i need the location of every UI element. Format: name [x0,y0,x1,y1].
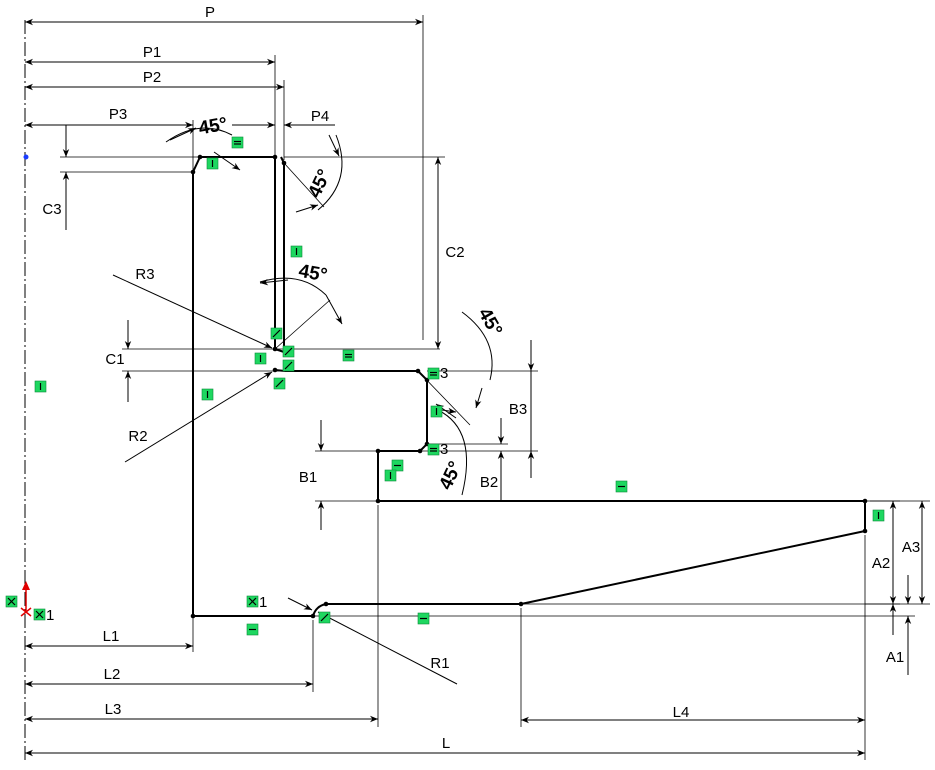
dim-B2[interactable]: B2 [420,418,538,501]
dim-B1[interactable]: B1 [299,420,378,530]
vertical-relation-icon[interactable] [430,405,443,418]
dim-L1[interactable]: L1 [25,616,194,652]
equal-relation-count: 3 [440,441,448,458]
horizontal-relation-icon[interactable] [342,349,355,362]
dim-C3-label[interactable]: C3 [42,201,61,218]
dim-C2-label[interactable]: C2 [445,244,464,261]
dim-A3-label[interactable]: A3 [902,539,920,556]
dim-C2[interactable]: C2 [284,156,465,349]
sketch-vertices [190,154,868,619]
dim-C1[interactable]: C1 [105,320,440,402]
dim-L2[interactable]: L2 [25,620,314,692]
dim-P2-label[interactable]: P2 [143,69,161,86]
dim-A1-label[interactable]: A1 [886,649,904,666]
angle-top-chamfer-label[interactable]: 45° [197,114,229,140]
vertical-relation-icon[interactable] [290,245,303,258]
dim-P-label[interactable]: P [205,4,215,21]
dim-L4-label[interactable]: L4 [673,704,690,721]
dim-R3-label[interactable]: R3 [135,266,154,283]
dim-P4[interactable]: P4 [232,108,335,129]
equal-relation-icon[interactable] [427,367,440,380]
dim-L3-label[interactable]: L3 [105,701,122,718]
dim-L-label[interactable]: L [442,735,450,752]
horizontal-relation-icon[interactable] [246,623,259,636]
vertical-relation-icon[interactable] [254,352,267,365]
horizontal-relation-icon[interactable] [615,480,628,493]
dim-C3[interactable]: C3 [42,125,200,230]
tangent-relation-icon[interactable] [282,345,295,358]
dim-R2-label[interactable]: R2 [128,428,147,445]
sketch-profile[interactable] [192,156,866,617]
dim-R3[interactable]: R3 [112,266,273,349]
dim-L4[interactable]: L4 [520,535,866,760]
vertical-relation-icon[interactable] [872,509,885,522]
equal-relation-count: 3 [440,365,448,382]
coincident-relation-icon[interactable] [246,595,259,608]
vertical-relation-icon[interactable] [34,380,47,393]
tangent-relation-icon[interactable] [270,327,283,340]
vertical-relation-icon[interactable] [201,388,214,401]
dim-B1-label[interactable]: B1 [299,469,317,486]
dim-P1-label[interactable]: P1 [143,44,161,61]
dim-R1-label[interactable]: R1 [430,655,449,672]
dim-R2[interactable]: R2 [124,371,273,463]
dim-P2[interactable]: P2 [25,69,285,160]
vertical-relation-icon[interactable] [206,157,219,170]
horizontal-relation-icon[interactable] [231,136,244,149]
origin-icon [20,581,32,617]
dim-A3[interactable]: A3 [521,500,930,605]
vertical-relation-icon[interactable] [384,469,397,482]
coincident-relation-count: 1 [46,607,54,624]
equal-relation-icon[interactable] [427,443,440,456]
dim-A2-label[interactable]: A2 [872,555,890,572]
dim-angle-right-chamfer[interactable]: 45° [283,134,343,213]
dim-L2-label[interactable]: L2 [104,666,121,683]
dim-P[interactable]: P [25,4,424,340]
horizontal-relation-icon[interactable] [417,612,430,625]
horizontal-relation-icon[interactable] [391,459,404,472]
coincident-relation-icon[interactable] [5,595,18,608]
dim-L3[interactable]: L3 [25,505,379,727]
angle-step-upper-label[interactable]: 45° [473,305,506,340]
coincident-relation-icon[interactable] [33,608,46,621]
dim-P3[interactable]: P3 [25,106,194,170]
dim-B3-label[interactable]: B3 [509,401,527,418]
origin-point[interactable] [23,154,29,160]
dim-C1-label[interactable]: C1 [105,351,124,368]
tangent-relation-icon[interactable] [282,359,295,372]
dim-B2-label[interactable]: B2 [480,474,498,491]
dim-B3[interactable]: B3 [427,340,538,478]
dim-P1[interactable]: P1 [25,44,276,155]
angle-step-lower-label[interactable]: 45° [435,458,466,493]
dim-angle-top-chamfer[interactable]: 45° [165,114,241,171]
dim-L[interactable]: L [25,735,865,757]
dim-P3-label[interactable]: P3 [109,106,127,123]
tangent-relation-icon[interactable] [318,611,331,624]
angle-mid-label[interactable]: 45° [297,261,329,287]
dim-angle-mid[interactable]: 45° [259,261,343,350]
dim-P4-label[interactable]: P4 [311,108,329,125]
dim-A1[interactable]: A1 [313,575,915,675]
coincident-relation-count: 1 [259,594,267,611]
tangent-relation-icon[interactable] [273,377,286,390]
dim-R1[interactable]: R1 [287,597,458,685]
dim-L1-label[interactable]: L1 [103,628,120,645]
